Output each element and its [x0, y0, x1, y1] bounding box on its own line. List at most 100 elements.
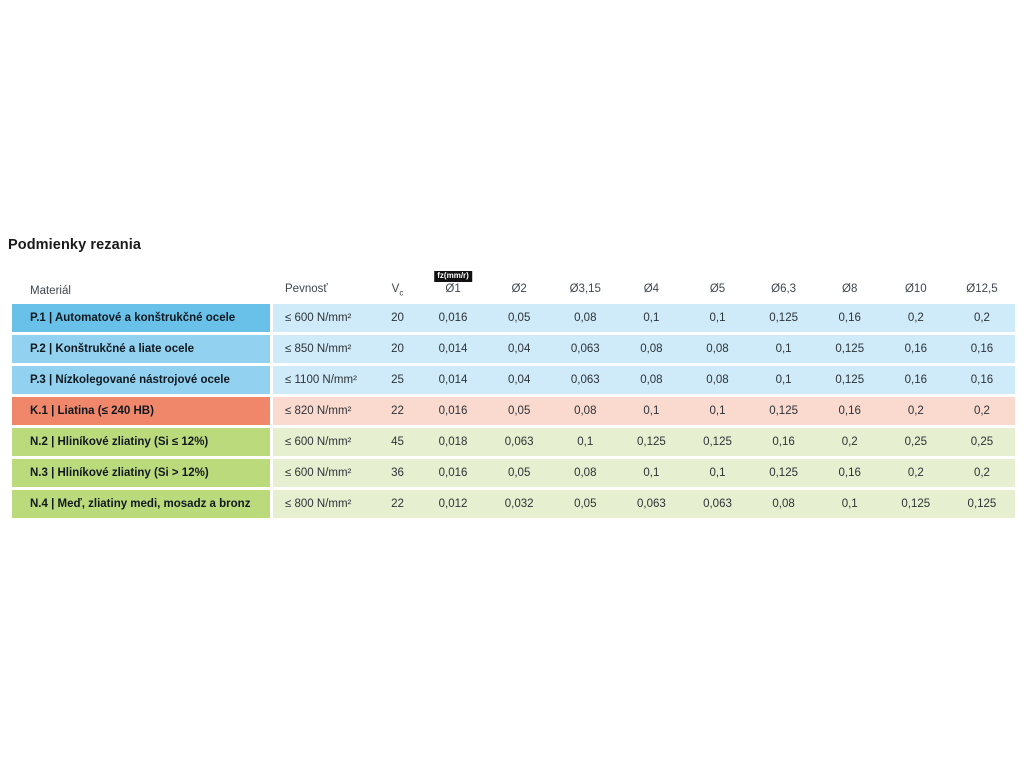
- strength-cell: ≤ 800 N/mm²: [285, 498, 352, 510]
- strength-cell: ≤ 600 N/mm²: [285, 312, 352, 324]
- header-diameter-1: fz(mm/r) Ø1: [420, 271, 486, 304]
- feed-cell: 0,1: [643, 405, 660, 417]
- feed-cell: 0,05: [574, 498, 597, 510]
- header-diameter-9: Ø12,5: [966, 282, 998, 295]
- column-divider: [270, 397, 273, 425]
- feed-cell: 0,2: [973, 467, 990, 479]
- feed-cell: 0,25: [970, 436, 994, 448]
- material-cell: P.2 | Konštrukčné a liate ocele: [12, 335, 270, 363]
- feed-cell: 0,08: [640, 343, 663, 355]
- feed-cell: 0,08: [706, 374, 729, 386]
- strength-cell: ≤ 850 N/mm²: [285, 343, 352, 355]
- cutting-conditions-table: Materiál Pevnosť Vc fz(mm/r) Ø1 Ø2 Ø3,15 …: [12, 260, 1015, 521]
- vc-cell: 22: [391, 405, 404, 417]
- feed-cell: 0,125: [835, 343, 865, 355]
- values-band: ≤ 600 N/mm² 20 0,016 0,05 0,08 0,1 0,1 0…: [273, 304, 1015, 332]
- table-row: P.2 | Konštrukčné a liate ocele ≤ 850 N/…: [12, 335, 1015, 363]
- feed-cell: 0,016: [438, 405, 468, 417]
- table-row: N.3 | Hliníkové zliatiny (Si > 12%) ≤ 60…: [12, 459, 1015, 487]
- feed-cell: 0,125: [636, 436, 666, 448]
- feed-cell: 0,05: [507, 312, 531, 324]
- feed-cell: 0,05: [507, 405, 531, 417]
- values-band: ≤ 800 N/mm² 22 0,012 0,032 0,05 0,063 0,…: [273, 490, 1015, 518]
- feed-cell: 0,16: [838, 312, 861, 324]
- feed-cell: 0,2: [907, 467, 924, 479]
- feed-cell: 0,05: [507, 467, 531, 479]
- table-row: P.1 | Automatové a konštrukčné ocele ≤ 6…: [12, 304, 1015, 332]
- header-diameter-7: Ø8: [842, 282, 858, 295]
- header-band: Pevnosť Vc fz(mm/r) Ø1 Ø2 Ø3,15 Ø4 Ø5 Ø6,…: [273, 271, 1015, 304]
- feed-cell: 0,2: [907, 405, 924, 417]
- material-cell: K.1 | Liatina (≤ 240 HB): [12, 397, 270, 425]
- feed-cell: 0,16: [970, 343, 994, 355]
- strength-cell: ≤ 820 N/mm²: [285, 405, 352, 417]
- column-divider: [270, 304, 273, 332]
- table-row: N.4 | Meď, zliatiny medi, mosadz a bronz…: [12, 490, 1015, 518]
- table-header-row: Materiál Pevnosť Vc fz(mm/r) Ø1 Ø2 Ø3,15 …: [12, 260, 1015, 304]
- feed-cell: 0,063: [636, 498, 666, 510]
- feed-cell: 0,1: [775, 343, 792, 355]
- feed-cell: 0,032: [504, 498, 534, 510]
- material-cell: N.2 | Hliníkové zliatiny (Si ≤ 12%): [12, 428, 270, 456]
- vc-cell: 20: [391, 343, 404, 355]
- material-cell: P.3 | Nízkolegované nástrojové ocele: [12, 366, 270, 394]
- column-divider: [270, 428, 273, 456]
- header-diameter-6: Ø6,3: [771, 282, 797, 295]
- strength-cell: ≤ 600 N/mm²: [285, 467, 352, 479]
- feed-cell: 0,08: [640, 374, 663, 386]
- feed-cell: 0,063: [703, 498, 732, 510]
- feed-cell: 0,1: [775, 374, 792, 386]
- column-divider: [270, 366, 273, 394]
- page-title: Podmienky rezania: [8, 237, 142, 253]
- vc-cell: 20: [391, 312, 404, 324]
- feed-cell: 0,16: [838, 405, 861, 417]
- vc-cell: 22: [391, 498, 404, 510]
- feed-cell: 0,16: [970, 374, 994, 386]
- header-diameter-8: Ø10: [904, 282, 927, 295]
- feed-cell: 0,16: [838, 467, 861, 479]
- column-divider: [270, 459, 273, 487]
- header-diameter-2: Ø2: [511, 282, 527, 295]
- feed-cell: 0,08: [574, 405, 597, 417]
- feed-cell: 0,016: [438, 467, 468, 479]
- feed-cell: 0,125: [967, 498, 997, 510]
- feed-cell: 0,018: [438, 436, 468, 448]
- feed-cell: 0,1: [709, 312, 726, 324]
- feed-cell: 0,16: [904, 374, 928, 386]
- feed-cell: 0,16: [772, 436, 795, 448]
- feed-cell: 0,1: [841, 498, 858, 510]
- feed-cell: 0,125: [769, 405, 798, 417]
- vc-cell: 36: [391, 467, 404, 479]
- feed-cell: 0,2: [973, 312, 990, 324]
- feed-cell: 0,063: [504, 436, 534, 448]
- feed-cell: 0,1: [577, 436, 594, 448]
- header-cutting-speed: Vc: [375, 283, 420, 304]
- feed-cell: 0,125: [901, 498, 931, 510]
- vc-subscript: c: [399, 288, 404, 297]
- feed-cell: 0,014: [438, 343, 468, 355]
- feed-cell: 0,04: [507, 374, 531, 386]
- material-cell: P.1 | Automatové a konštrukčné ocele: [12, 304, 270, 332]
- header-strength: Pevnosť: [285, 282, 328, 295]
- header-diameter-3: Ø3,15: [569, 282, 601, 295]
- feed-cell: 0,2: [841, 436, 858, 448]
- values-band: ≤ 820 N/mm² 22 0,016 0,05 0,08 0,1 0,1 0…: [273, 397, 1015, 425]
- column-divider: [270, 490, 273, 518]
- fz-unit-badge: fz(mm/r): [434, 271, 472, 282]
- feed-cell: 0,012: [438, 498, 468, 510]
- feed-cell: 0,1: [643, 467, 660, 479]
- feed-cell: 0,125: [769, 467, 798, 479]
- values-band: ≤ 1100 N/mm² 25 0,014 0,04 0,063 0,08 0,…: [273, 366, 1015, 394]
- table-row: K.1 | Liatina (≤ 240 HB) ≤ 820 N/mm² 22 …: [12, 397, 1015, 425]
- table-row: N.2 | Hliníkové zliatiny (Si ≤ 12%) ≤ 60…: [12, 428, 1015, 456]
- header-diameter-4: Ø4: [643, 282, 660, 295]
- header-diameter-5: Ø5: [709, 282, 726, 295]
- strength-cell: ≤ 600 N/mm²: [285, 436, 352, 448]
- feed-cell: 0,063: [570, 343, 600, 355]
- feed-cell: 0,08: [706, 343, 729, 355]
- values-band: ≤ 850 N/mm² 20 0,014 0,04 0,063 0,08 0,0…: [273, 335, 1015, 363]
- column-divider: [270, 335, 273, 363]
- table-row: P.3 | Nízkolegované nástrojové ocele ≤ 1…: [12, 366, 1015, 394]
- feed-cell: 0,063: [570, 374, 600, 386]
- strength-cell: ≤ 1100 N/mm²: [285, 374, 357, 386]
